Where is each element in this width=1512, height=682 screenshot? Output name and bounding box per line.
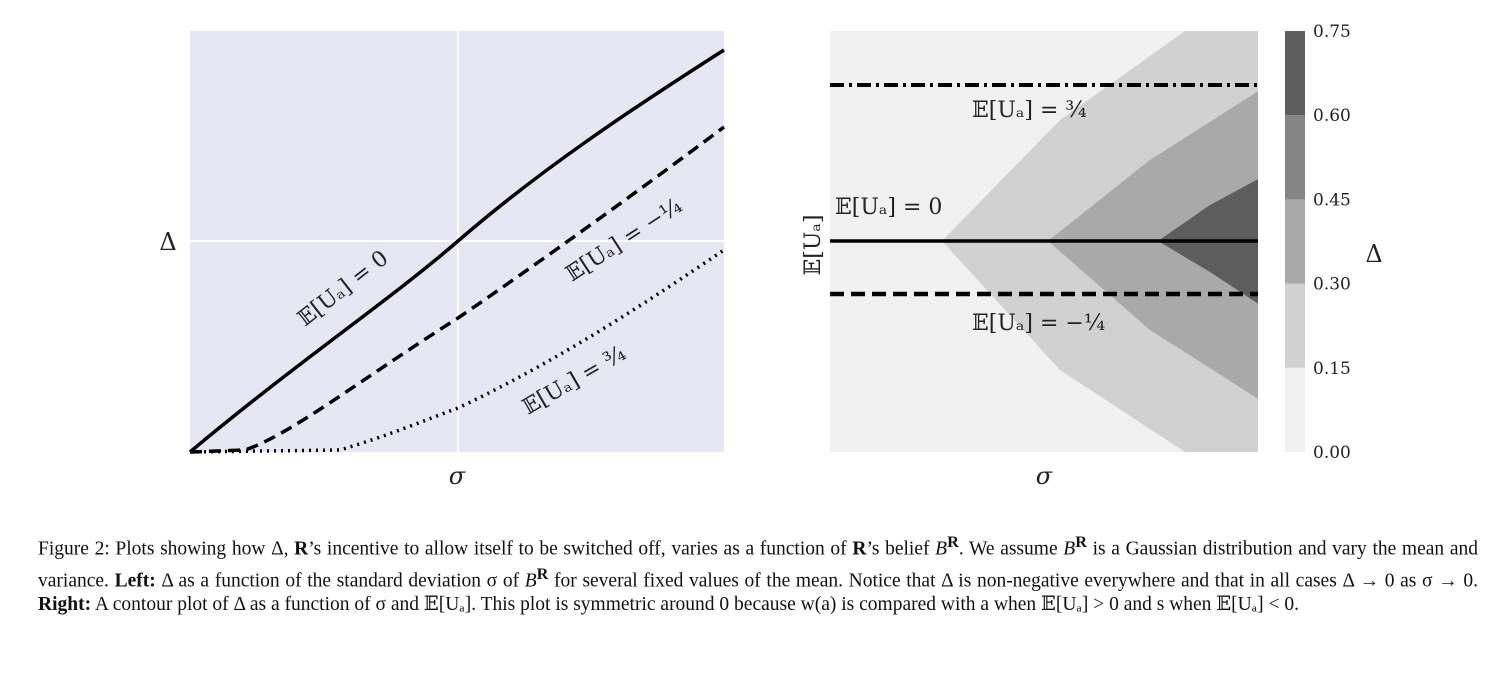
- right-y-axis-label: 𝔼[Uₐ]: [801, 215, 826, 276]
- figure: 𝔼[Uₐ] = 0 𝔼[Uₐ] = −¼ 𝔼[Uₐ] = ¾ σ Δ 𝔼[Uₐ]…: [159, 22, 1383, 490]
- left-plot: 𝔼[Uₐ] = 0 𝔼[Uₐ] = −¼ 𝔼[Uₐ] = ¾ σ Δ: [159, 31, 726, 490]
- colorbar-segment: [1285, 367, 1305, 452]
- right-annotation-mean-three-quarter: 𝔼[Uₐ] = ¾: [972, 98, 1087, 123]
- colorbar-tick-label: 0.00: [1313, 443, 1351, 463]
- left-y-axis-label: Δ: [159, 228, 176, 256]
- colorbar-segment: [1285, 31, 1305, 116]
- caption-label: Figure 2:: [38, 538, 110, 560]
- right-x-axis-label: σ: [1036, 462, 1053, 490]
- colorbar-tick-label: 0.15: [1313, 359, 1351, 379]
- caption-left-label: Left:: [114, 570, 156, 591]
- colorbar-label: Δ: [1365, 240, 1382, 268]
- colorbar-segment: [1285, 283, 1305, 368]
- colorbar-tick-label: 0.30: [1313, 275, 1351, 295]
- colorbar: 0.00 0.15 0.30 0.45 0.60 0.75: [1285, 22, 1351, 463]
- right-annotation-mean-zero: 𝔼[Uₐ] = 0: [835, 195, 942, 220]
- right-annotation-mean-neg-quarter: 𝔼[Uₐ] = −¼: [972, 311, 1105, 336]
- colorbar-segment: [1285, 115, 1305, 200]
- colorbar-segment: [1285, 199, 1305, 284]
- series-line-mean-neg-quarter: [189, 125, 726, 454]
- contour-level-2: [1048, 91, 1258, 399]
- colorbar-tick-label: 0.60: [1313, 106, 1351, 126]
- figure-caption: Figure 2: Plots showing how Δ, R’s incen…: [38, 533, 1478, 615]
- caption-right-label: Right:: [38, 594, 92, 615]
- left-x-axis-label: σ: [449, 462, 466, 490]
- colorbar-tick-label: 0.75: [1313, 22, 1351, 42]
- colorbar-tick-label: 0.45: [1313, 190, 1351, 210]
- right-plot: 𝔼[Uₐ] = ¾ 𝔼[Uₐ] = 0 𝔼[Uₐ] = −¼ σ 𝔼[Uₐ] 0…: [801, 22, 1383, 490]
- series-line-mean-zero: [188, 48, 725, 454]
